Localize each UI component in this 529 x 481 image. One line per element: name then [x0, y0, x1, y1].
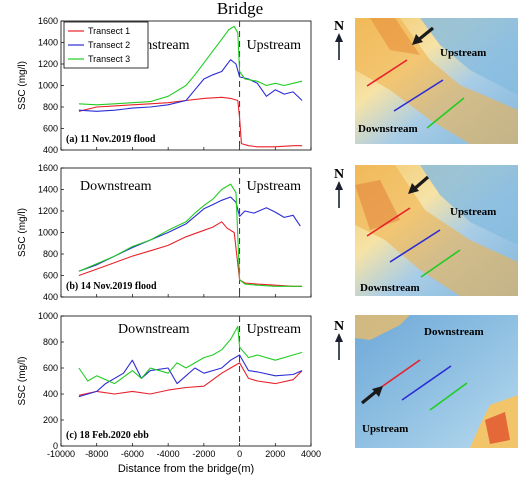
series-line-transect-1	[78, 221, 303, 287]
y-tick-label: 1600	[38, 16, 58, 26]
annotation-upstream: Upstream	[247, 179, 302, 194]
panel-label: (b) 14 Nov.2019 flood	[66, 281, 157, 292]
x-axis-label: Distance from the bridge(m)	[118, 463, 254, 475]
north-arrow-a: N	[334, 19, 344, 60]
bridge-label: Bridge	[217, 0, 263, 18]
x-tick-label: -10000	[47, 449, 75, 459]
legend-label-transect-3: Transect 3	[88, 54, 130, 64]
plot-frame	[60, 315, 312, 447]
series-line-transect-3	[78, 183, 303, 287]
x-tick-label: -8000	[85, 449, 108, 459]
y-tick-label: 400	[43, 145, 58, 155]
north-label-b: N	[334, 167, 344, 182]
map-a: Upstream Downstream	[355, 18, 518, 144]
map-c-label-downstream: Downstream	[424, 326, 484, 338]
north-arrow-c: N	[334, 319, 344, 360]
y-tick-label: 600	[43, 124, 58, 134]
y-tick-label: 1400	[38, 185, 58, 195]
north-arrow-b: N	[334, 167, 344, 208]
series-line-transect-3	[78, 25, 303, 106]
north-label-c: N	[334, 319, 344, 334]
map-a-transect-1	[366, 59, 408, 87]
series-group	[78, 183, 303, 287]
map-b-label-upstream: Upstream	[450, 206, 496, 218]
y-tick-label: 1400	[38, 38, 58, 48]
x-tick-label: -2000	[192, 449, 215, 459]
y-tick-label: 1000	[38, 311, 58, 321]
y-tick-label: 800	[43, 102, 58, 112]
series-line-transect-2	[78, 354, 303, 398]
series-group	[78, 25, 303, 148]
y-tick-label: 1200	[38, 59, 58, 69]
series-line-transect-2	[78, 59, 303, 112]
y-axis-label: SSC (mg/l)	[17, 61, 28, 110]
y-tick-label: 1200	[38, 206, 58, 216]
panel-label: (c) 18 Feb.2020 ebb	[66, 430, 149, 441]
x-tick-label: 4000	[301, 449, 321, 459]
y-tick-label: 1000	[38, 228, 58, 238]
map-c-label-upstream: Upstream	[362, 423, 408, 435]
x-tick-label: 2000	[265, 449, 285, 459]
x-tick-label: 0	[237, 449, 242, 459]
y-tick-label: 1600	[38, 163, 58, 173]
y-tick-label: 800	[43, 337, 58, 347]
panel-b: 400 600 800 1000 1200 1400 1600 SSC (mg/l) Downs…	[17, 163, 312, 302]
map-a-label-downstream: Downstream	[358, 123, 418, 135]
y-tick-label: 0	[53, 441, 58, 451]
series-group	[78, 325, 303, 398]
legend-label-transect-2: Transect 2	[88, 40, 130, 50]
series-line-transect-3	[78, 325, 303, 385]
annotation-upstream: Upstream	[247, 322, 302, 337]
map-c-transect-2	[401, 365, 452, 401]
map-a-label-upstream: Upstream	[440, 47, 486, 59]
map-c-transect-1	[379, 359, 421, 389]
y-tick-label: 400	[43, 389, 58, 399]
map-c-transect-3	[429, 382, 468, 411]
x-tick-label: -6000	[121, 449, 144, 459]
map-b-transect-1	[366, 207, 411, 237]
series-line-transect-1	[78, 362, 303, 396]
series-line-transect-2	[78, 196, 301, 272]
map-b-transect-2	[389, 229, 441, 263]
map-b-transect-3	[420, 249, 461, 278]
annotation-upstream: Upstream	[247, 38, 302, 53]
y-tick-label: 400	[43, 292, 58, 302]
map-b-label-downstream: Downstream	[360, 282, 420, 294]
y-tick-label: 200	[43, 415, 58, 425]
map-a-transect-2	[393, 79, 444, 112]
annotation-downstream: Downstream	[80, 179, 152, 194]
north-label-a: N	[334, 19, 344, 34]
legend: Transect 1 Transect 2 Transect 3	[63, 21, 149, 69]
panel-c: 0 200 400 600 800 1000 -10000 -8000 -6000 -4000 -2…	[17, 311, 321, 459]
map-b: Upstream Downstream	[355, 165, 518, 296]
y-tick-label: 600	[43, 363, 58, 373]
y-tick-label: 1000	[38, 81, 58, 91]
y-tick-label: 800	[43, 249, 58, 259]
y-axis-label: SSC (mg/l)	[17, 357, 28, 406]
annotation-downstream: Downstream	[118, 322, 190, 337]
legend-label-transect-1: Transect 1	[88, 26, 130, 36]
map-c: Downstream Upstream	[355, 315, 518, 448]
y-tick-label: 600	[43, 271, 58, 281]
series-line-transect-1	[78, 96, 303, 148]
panel-label: (a) 11 Nov.2019 flood	[66, 134, 156, 145]
x-tick-label: -4000	[157, 449, 180, 459]
map-a-transect-3	[426, 97, 465, 129]
y-axis-label: SSC (mg/l)	[17, 208, 28, 257]
